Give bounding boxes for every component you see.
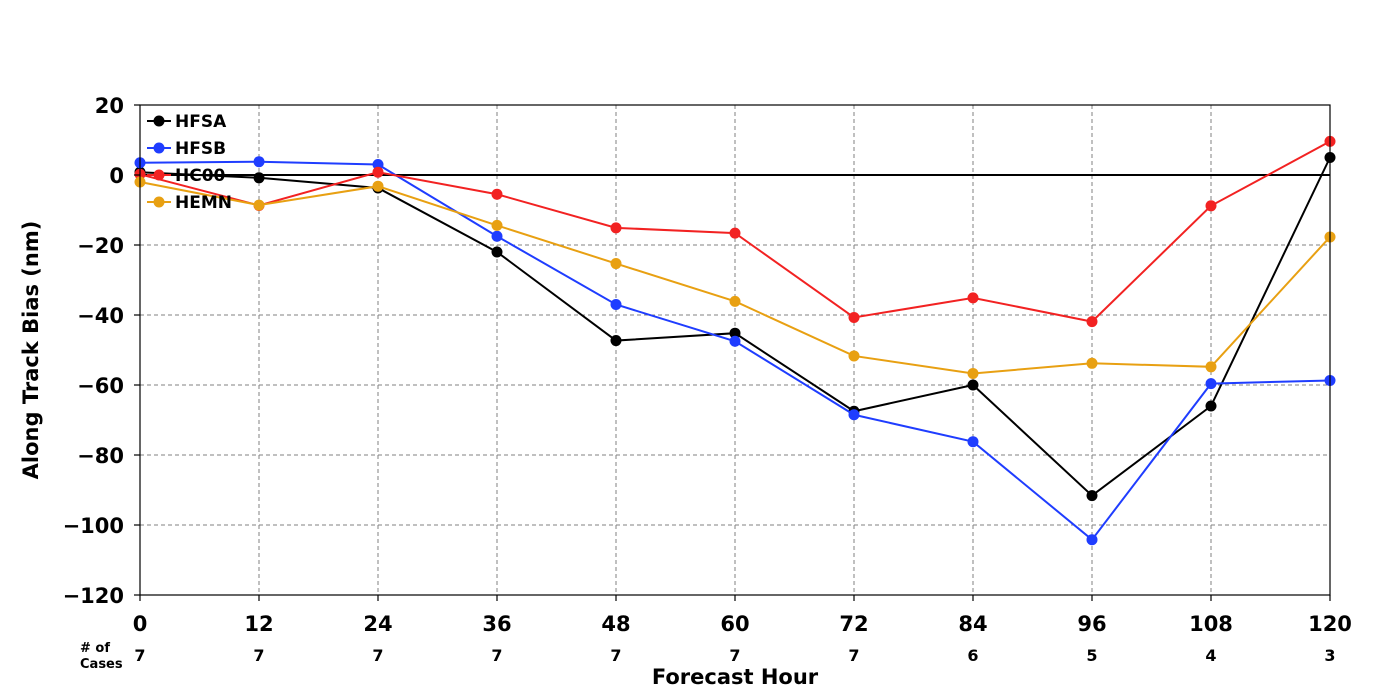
data-point-hc00: [610, 222, 622, 234]
data-point-hemn: [253, 199, 265, 211]
data-point-hfsa: [1205, 400, 1217, 412]
x-tick-label: 36: [482, 612, 511, 636]
data-point-hfsa: [729, 327, 741, 339]
legend-swatch-marker: [153, 115, 165, 127]
y-tick-label: 20: [95, 94, 124, 118]
data-point-hfsb: [729, 335, 741, 347]
data-point-hfsb: [1086, 534, 1098, 546]
x-axis-title: Forecast Hour: [652, 665, 819, 689]
data-point-hc00: [372, 166, 384, 178]
y-tick-label: −60: [77, 374, 124, 398]
data-point-hfsa: [491, 246, 503, 258]
data-point-hfsa: [967, 379, 979, 391]
data-point-hc00: [1205, 200, 1217, 212]
x-tick-label: 96: [1077, 612, 1106, 636]
data-point-hemn: [729, 295, 741, 307]
case-count: 3: [1324, 646, 1335, 665]
data-point-hfsa: [610, 335, 622, 347]
x-tick-label: 84: [958, 612, 987, 636]
data-point-hfsb: [967, 436, 979, 448]
data-point-hfsa: [253, 172, 265, 184]
case-count: 7: [491, 646, 502, 665]
data-point-hfsb: [1205, 378, 1217, 390]
legend-item-hc00: HC00: [147, 166, 226, 186]
data-point-hemn: [1086, 357, 1098, 369]
x-tick-label: 48: [601, 612, 630, 636]
cases-layer: # of Cases 7 7 7 7 7 7 7 6 5 4 3: [80, 641, 1336, 672]
case-count: 7: [848, 646, 859, 665]
y-tick-label: −40: [77, 304, 124, 328]
x-tick-label: 72: [839, 612, 868, 636]
data-point-hemn: [491, 219, 503, 231]
x-tick-label: 12: [244, 612, 273, 636]
legend-item-hemn: HEMN: [147, 193, 232, 213]
data-point-hc00: [967, 292, 979, 304]
y-axis-title: Along Track Bias (nm): [19, 221, 43, 480]
data-point-hemn: [372, 180, 384, 192]
legend-swatch-marker: [153, 196, 165, 208]
legend: HFSA HFSB HC00 HEMN: [147, 112, 232, 213]
data-point-hc00: [848, 311, 860, 323]
case-count: 7: [372, 646, 383, 665]
data-point-hfsb: [253, 156, 265, 168]
data-point-hemn: [610, 258, 622, 270]
data-point-hemn: [848, 350, 860, 362]
data-point-hfsb: [491, 230, 503, 242]
x-tick-label: 0: [133, 612, 148, 636]
data-point-hfsa: [1086, 490, 1098, 502]
case-count: 4: [1205, 646, 1216, 665]
legend-item-hfsa: HFSA: [147, 112, 227, 132]
case-count: 7: [729, 646, 740, 665]
case-count: 6: [967, 646, 978, 665]
y-tick-label: −120: [63, 584, 124, 608]
x-tick-label: 108: [1189, 612, 1233, 636]
case-count: 7: [610, 646, 621, 665]
legend-label: HEMN: [175, 193, 232, 213]
data-point-hemn: [967, 367, 979, 379]
y-tick-label: −100: [63, 514, 124, 538]
y-tick-label: 0: [109, 164, 124, 188]
cases-title-line-1: # of: [80, 641, 110, 656]
cases-title-line-2: Cases: [80, 657, 123, 672]
legend-label: HFSB: [175, 139, 226, 159]
case-count: 5: [1086, 646, 1097, 665]
x-tick-label: 24: [363, 612, 392, 636]
case-count: 7: [134, 646, 145, 665]
data-point-hfsb: [372, 159, 384, 170]
legend-label: HC00: [175, 166, 226, 186]
series-hfsb: [134, 156, 1336, 546]
data-point-hfsb: [610, 299, 622, 310]
data-point-hc00: [491, 188, 503, 200]
series-hc00: [134, 135, 1336, 328]
x-tick-label: 120: [1308, 612, 1352, 636]
legend-swatch-marker: [153, 142, 165, 154]
data-point-hemn: [1205, 361, 1217, 373]
y-tick-label: −20: [77, 234, 124, 258]
case-count: 7: [253, 646, 264, 665]
series-hemn: [134, 176, 1336, 379]
ticks-layer: 0 12 24 36 48 60 72 84 96 108 120 20 0 −20 −40 −60 −80 −1…: [63, 94, 1352, 636]
x-tick-label: 60: [720, 612, 749, 636]
grid-layer: [140, 105, 1330, 595]
data-point-hfsb: [848, 409, 860, 421]
data-point-hc00: [729, 227, 741, 239]
y-tick-label: −80: [77, 444, 124, 468]
legend-item-hfsb: HFSB: [147, 139, 226, 159]
data-point-hc00: [1086, 316, 1098, 328]
legend-swatch-marker: [153, 169, 165, 181]
legend-label: HFSA: [175, 112, 227, 132]
